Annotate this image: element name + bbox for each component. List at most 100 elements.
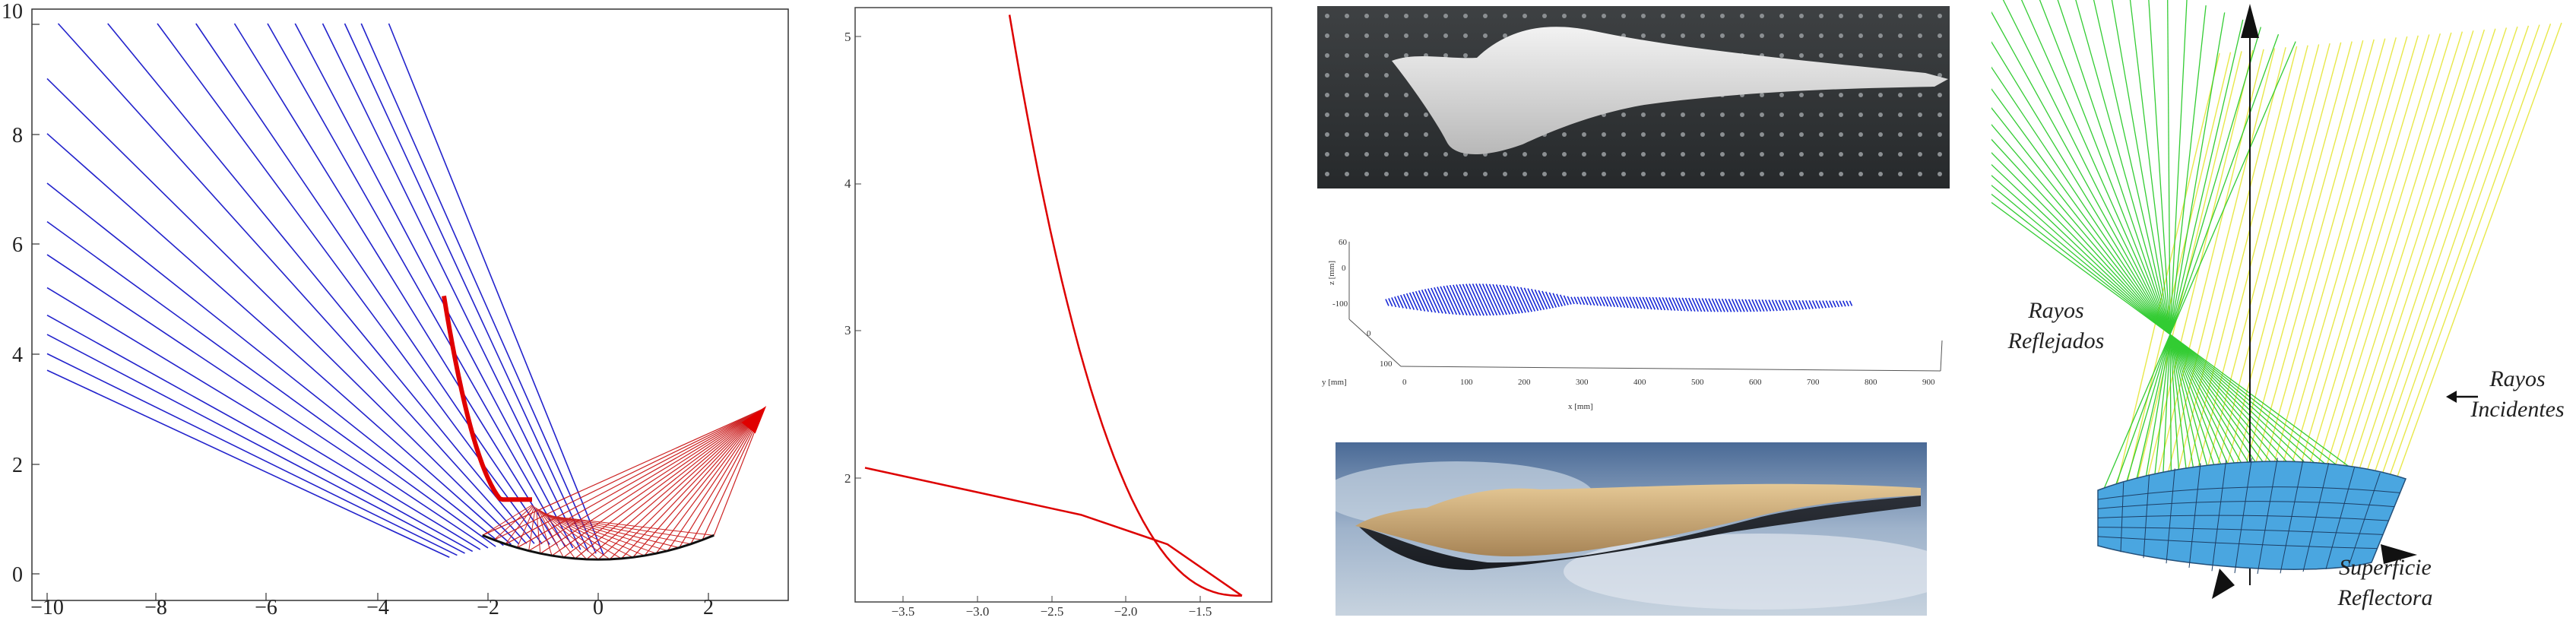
curve-plot: −3.5 −3.0 −2.5 −2.0 −1.5 2 3 4 5 bbox=[840, 0, 1273, 620]
fan-line bbox=[547, 515, 703, 540]
ray-line bbox=[46, 353, 458, 556]
blade-section bbox=[1552, 293, 1560, 308]
incident-rays bbox=[2112, 22, 2562, 533]
fan-line bbox=[482, 505, 533, 536]
incident-ray bbox=[2254, 37, 2397, 533]
blade-section bbox=[1704, 298, 1713, 312]
y-tick: 100 bbox=[1380, 360, 1393, 369]
blade-wireframe bbox=[1385, 283, 1853, 316]
z-axis-label: z [mm] bbox=[1327, 261, 1336, 285]
blade-3d-svg: z [mm] 60 0 -100 0 100 y [mm] x [mm] 0 10… bbox=[1322, 238, 1943, 411]
ray-line bbox=[46, 369, 450, 559]
x-tick: −2.0 bbox=[1114, 604, 1138, 619]
blade-section bbox=[1801, 299, 1808, 310]
incident-ray bbox=[2262, 36, 2408, 533]
incident-fan bbox=[482, 406, 767, 560]
reflected-ray bbox=[2111, 0, 2202, 514]
y-axis-ticks: 0 2 4 6 8 10 bbox=[2, 0, 23, 587]
reflected-ray bbox=[2039, 0, 2242, 518]
blade-section bbox=[1421, 290, 1433, 313]
blade-section bbox=[1567, 296, 1572, 305]
ray-line bbox=[46, 315, 474, 553]
fan-line bbox=[667, 408, 764, 552]
ray-line bbox=[294, 23, 574, 549]
blade-section bbox=[1415, 290, 1426, 312]
blade-section bbox=[1675, 297, 1683, 312]
blade-section bbox=[1570, 296, 1575, 305]
blade-section bbox=[1559, 294, 1566, 306]
incident-ray bbox=[2386, 22, 2562, 506]
reflected-label-line1: Rayos bbox=[2027, 298, 2083, 323]
axis-labels: z [mm] 60 0 -100 0 100 y [mm] x [mm] bbox=[1322, 238, 1593, 411]
reflected-ray bbox=[2129, 0, 2192, 513]
incident-ray bbox=[2306, 31, 2464, 528]
y-tick: 10 bbox=[2, 0, 23, 24]
y-tick: 5 bbox=[844, 30, 851, 44]
blade-section bbox=[1548, 292, 1557, 308]
incident-ray bbox=[2315, 30, 2474, 526]
fan-line bbox=[679, 408, 765, 548]
y-axis-label: y [mm] bbox=[1322, 378, 1347, 387]
tick-marks bbox=[32, 24, 709, 600]
blade-section bbox=[1795, 299, 1801, 310]
fan-line bbox=[543, 512, 645, 556]
blade-section bbox=[1835, 300, 1840, 308]
blade-lower-surface bbox=[1358, 496, 1921, 570]
blade-section bbox=[1583, 296, 1589, 306]
caustic-curve bbox=[1008, 14, 1242, 597]
blade-section bbox=[1731, 299, 1739, 312]
blade-section bbox=[1808, 300, 1814, 309]
blade-section bbox=[1818, 300, 1823, 309]
blade-section bbox=[1735, 299, 1742, 312]
blade-section bbox=[1495, 284, 1511, 315]
blade-section bbox=[1534, 289, 1545, 310]
blade-section bbox=[1708, 298, 1716, 312]
blade-section bbox=[1832, 300, 1836, 308]
incident-ray bbox=[2333, 28, 2496, 522]
blade-section bbox=[1402, 293, 1412, 310]
blade-section bbox=[1431, 287, 1443, 314]
blade-section bbox=[1792, 299, 1798, 311]
fan-line bbox=[505, 408, 764, 545]
x-tick: 800 bbox=[1865, 378, 1877, 387]
fan-line bbox=[545, 513, 668, 552]
reflector-3d-svg: Rayos Reflejados Rayos Incidentes Superf… bbox=[1716, 0, 2565, 610]
blade-section bbox=[1459, 283, 1475, 316]
blade-section bbox=[1437, 287, 1450, 315]
blade-section bbox=[1681, 297, 1689, 312]
reflected-ray bbox=[2121, 27, 2261, 499]
blade-section bbox=[1576, 296, 1582, 305]
blade-section bbox=[1478, 283, 1494, 316]
x-tick: 400 bbox=[1633, 378, 1646, 387]
blade-section bbox=[1481, 283, 1498, 316]
blade-section bbox=[1399, 294, 1408, 309]
blade-section bbox=[1499, 284, 1514, 315]
incident-ray bbox=[2271, 35, 2419, 532]
ray-line bbox=[46, 334, 465, 554]
incident-ray bbox=[2165, 47, 2286, 519]
reflected-ray bbox=[2075, 0, 2222, 516]
z-tick: 0 bbox=[1342, 264, 1346, 273]
blade-section bbox=[1488, 283, 1504, 315]
blade-section bbox=[1684, 297, 1693, 312]
ray-diagram-svg: −10 −8 −6 −4 −2 0 2 0 2 4 6 8 10 bbox=[2, 0, 789, 619]
blade-section bbox=[1665, 297, 1672, 311]
incident-ray bbox=[2342, 27, 2508, 520]
blade-section bbox=[1449, 284, 1465, 315]
blade-section bbox=[1394, 296, 1401, 308]
fan-line bbox=[528, 507, 536, 551]
blade-section bbox=[1453, 284, 1468, 316]
blade-section bbox=[1443, 285, 1458, 315]
fan-line bbox=[621, 408, 764, 559]
x-tick: −3.5 bbox=[892, 604, 915, 619]
blade-section bbox=[1659, 296, 1666, 311]
blade-section bbox=[1761, 299, 1768, 312]
blade-section bbox=[1516, 287, 1529, 313]
grid-line bbox=[2097, 501, 2395, 509]
blade-section bbox=[1662, 296, 1669, 311]
fan-line bbox=[537, 508, 553, 556]
blade-section bbox=[1599, 296, 1605, 307]
y-tick: 4 bbox=[844, 176, 851, 191]
incident-ray bbox=[2191, 44, 2320, 525]
fan-line bbox=[546, 514, 680, 549]
